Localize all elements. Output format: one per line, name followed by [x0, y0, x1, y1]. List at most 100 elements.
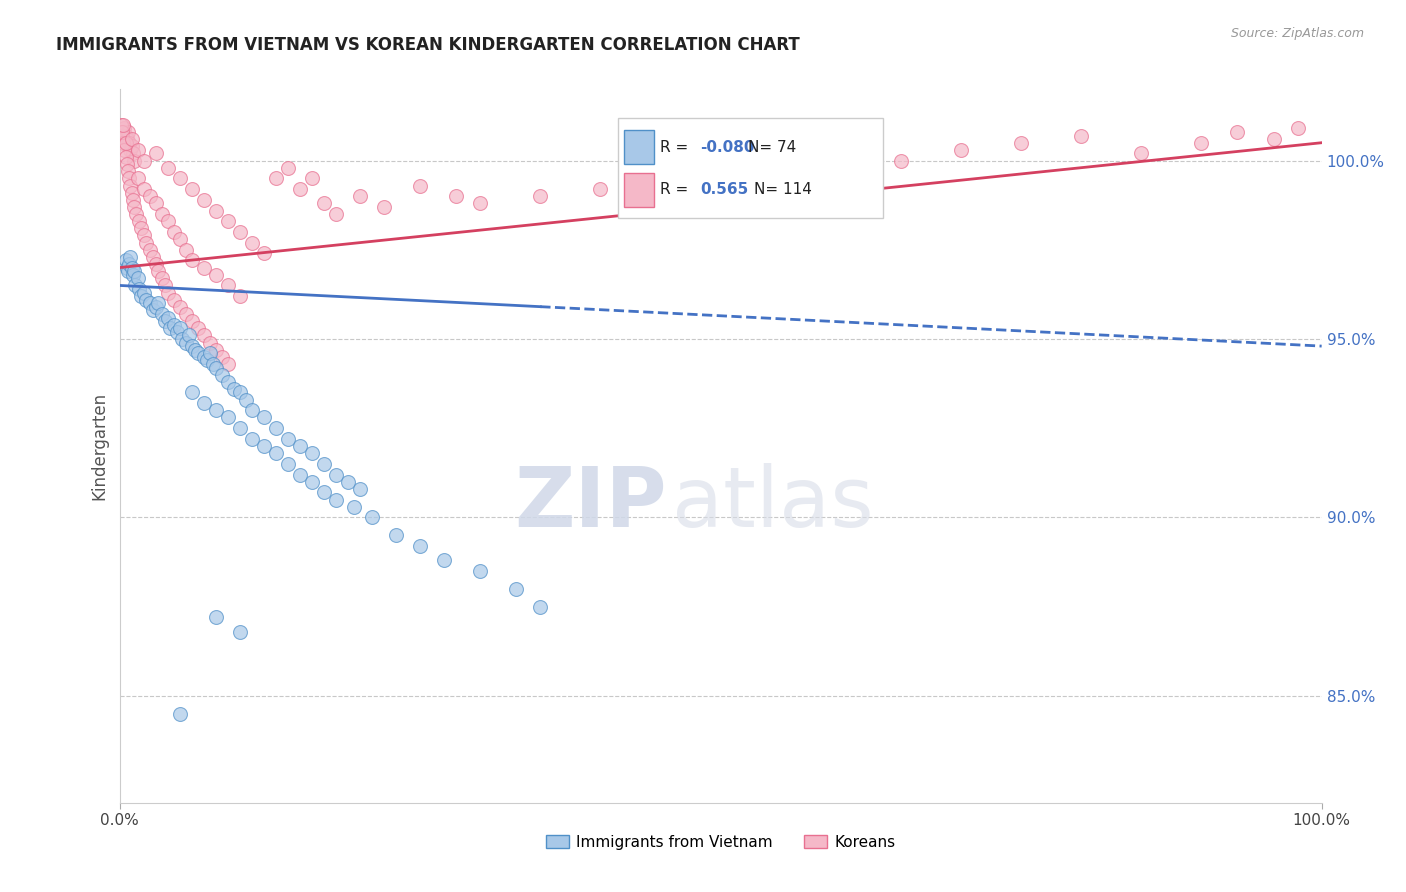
- Point: [114, 136, 136, 150]
- Point: [193, 328, 215, 343]
- Point: [156, 285, 179, 300]
- Point: [385, 528, 408, 542]
- Point: [135, 235, 157, 250]
- Point: [288, 439, 311, 453]
- Point: [529, 189, 551, 203]
- Point: [202, 357, 225, 371]
- Point: [228, 421, 250, 435]
- Point: [174, 243, 197, 257]
- Point: [115, 132, 138, 146]
- Point: [121, 139, 143, 153]
- Point: [589, 182, 612, 196]
- Point: [117, 264, 139, 278]
- Point: [830, 161, 852, 175]
- Point: [118, 257, 141, 271]
- Point: [132, 182, 155, 196]
- Point: [277, 432, 299, 446]
- Point: [111, 125, 134, 139]
- Point: [169, 300, 191, 314]
- Point: [193, 396, 215, 410]
- Point: [117, 125, 139, 139]
- Point: [264, 171, 287, 186]
- Point: [114, 253, 136, 268]
- Point: [325, 467, 347, 482]
- Point: [150, 207, 173, 221]
- Point: [1130, 146, 1153, 161]
- Point: [211, 350, 233, 364]
- Point: [253, 246, 276, 260]
- Point: [121, 146, 143, 161]
- Point: [150, 307, 173, 321]
- Point: [112, 121, 135, 136]
- FancyBboxPatch shape: [624, 130, 654, 164]
- Point: [129, 289, 152, 303]
- Point: [120, 178, 142, 193]
- Point: [115, 260, 138, 275]
- Point: [145, 196, 167, 211]
- Y-axis label: Kindergarten: Kindergarten: [90, 392, 108, 500]
- Point: [169, 232, 191, 246]
- Point: [121, 132, 143, 146]
- Point: [121, 260, 143, 275]
- Point: [145, 146, 167, 161]
- Point: [187, 321, 209, 335]
- Point: [118, 136, 141, 150]
- Point: [468, 196, 492, 211]
- Point: [253, 439, 276, 453]
- Text: R =: R =: [661, 182, 693, 197]
- Point: [169, 321, 191, 335]
- Point: [301, 446, 323, 460]
- Point: [114, 128, 136, 143]
- Point: [211, 368, 233, 382]
- Point: [180, 253, 202, 268]
- Point: [193, 193, 215, 207]
- Point: [253, 410, 276, 425]
- Point: [343, 500, 366, 514]
- Point: [217, 357, 239, 371]
- Point: [166, 325, 188, 339]
- Point: [120, 143, 142, 157]
- Point: [153, 278, 176, 293]
- Point: [114, 150, 136, 164]
- Point: [122, 264, 145, 278]
- Point: [949, 143, 972, 157]
- Point: [505, 582, 527, 596]
- Point: [529, 599, 551, 614]
- Point: [444, 189, 467, 203]
- Point: [179, 328, 201, 343]
- Point: [409, 178, 432, 193]
- Point: [150, 271, 173, 285]
- Point: [145, 257, 167, 271]
- Text: R =: R =: [661, 139, 693, 154]
- Point: [240, 403, 263, 417]
- Point: [1070, 128, 1092, 143]
- Point: [1189, 136, 1212, 150]
- Point: [112, 118, 135, 132]
- Point: [433, 553, 456, 567]
- Point: [159, 321, 181, 335]
- Point: [709, 171, 731, 186]
- Point: [264, 421, 287, 435]
- Point: [122, 153, 145, 168]
- Point: [198, 346, 221, 360]
- Point: [112, 143, 135, 157]
- Point: [890, 153, 912, 168]
- Point: [128, 214, 150, 228]
- Point: [156, 161, 179, 175]
- Point: [228, 385, 250, 400]
- Point: [228, 624, 250, 639]
- Point: [180, 314, 202, 328]
- Text: ZIP: ZIP: [515, 463, 666, 543]
- Point: [142, 250, 165, 264]
- Point: [129, 221, 152, 235]
- Point: [138, 243, 160, 257]
- Point: [142, 303, 165, 318]
- Point: [145, 300, 167, 314]
- Point: [217, 375, 239, 389]
- Point: [121, 193, 143, 207]
- Point: [277, 161, 299, 175]
- Point: [162, 225, 184, 239]
- Point: [127, 171, 149, 186]
- Point: [373, 200, 395, 214]
- Point: [153, 314, 176, 328]
